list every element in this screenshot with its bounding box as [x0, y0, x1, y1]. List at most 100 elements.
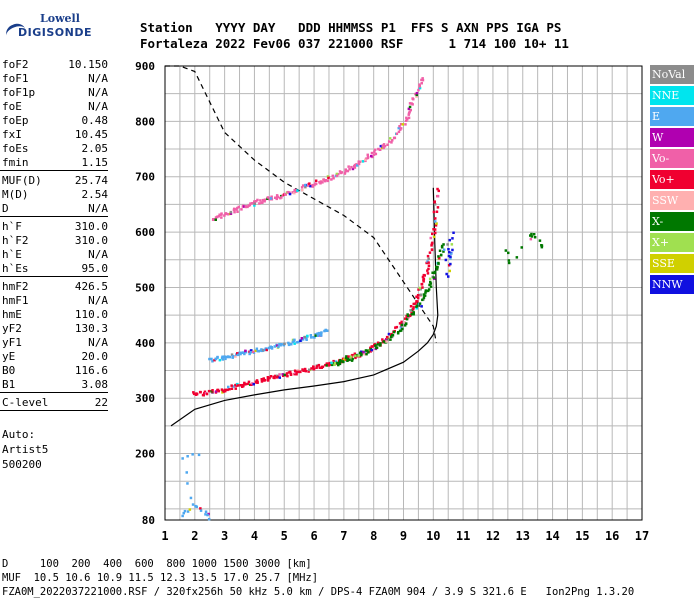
trace-point — [235, 208, 238, 211]
trace-point — [229, 210, 233, 214]
trace-point — [248, 350, 251, 354]
trace-point — [314, 333, 317, 336]
param-label: foEp — [2, 114, 29, 127]
trace-point — [330, 178, 333, 181]
param-value: 3.08 — [81, 378, 109, 391]
param-label: B1 — [2, 378, 16, 391]
trace-point — [351, 357, 354, 361]
trace-point — [293, 338, 296, 342]
trace-point — [436, 195, 440, 198]
trace-point — [277, 345, 280, 349]
trace-point — [448, 251, 451, 254]
trace-point — [211, 389, 214, 392]
trace-point — [278, 373, 281, 376]
trace-point — [433, 200, 436, 203]
trace-point — [381, 338, 384, 341]
param-value: 110.0 — [74, 308, 108, 321]
legend-item: NNE — [650, 86, 694, 105]
trace-point — [357, 162, 361, 166]
y-tick-label: 80 — [142, 514, 155, 527]
param-label: foF1p — [2, 86, 36, 99]
trace-point — [429, 285, 433, 288]
y-tick-label: 900 — [135, 60, 155, 73]
trace-point — [221, 356, 224, 360]
trace-point — [427, 257, 430, 261]
trace-point — [315, 365, 319, 368]
trace-point — [346, 357, 350, 361]
trace-point — [355, 353, 358, 357]
trace-point — [381, 144, 384, 147]
trace-point — [414, 92, 417, 96]
trace-point — [399, 326, 403, 329]
trace-point — [351, 167, 355, 171]
trace-point — [239, 384, 242, 387]
param-label: MUF(D) — [2, 174, 42, 187]
x-tick-label: 8 — [370, 529, 377, 543]
trace-point — [307, 370, 310, 373]
x-tick-label: 13 — [516, 529, 530, 543]
trace-point — [309, 334, 313, 337]
trace-point — [386, 143, 389, 146]
trace-point — [307, 184, 310, 187]
trace-point — [274, 196, 277, 199]
trace-point — [351, 353, 354, 357]
trace-point — [257, 350, 261, 353]
param-value: 0.48 — [81, 114, 109, 127]
trace-point — [226, 388, 229, 392]
legend-item: X- — [650, 212, 694, 231]
trace-point — [247, 204, 250, 207]
param-row: h`F 310.0 — [2, 220, 108, 234]
trace-point — [325, 362, 328, 365]
trace-point — [236, 384, 240, 387]
trace-point — [287, 191, 291, 194]
trace-point — [301, 338, 305, 341]
trace-point — [392, 136, 396, 140]
trace-point — [366, 153, 369, 157]
trace-point — [360, 353, 363, 357]
trace-point — [253, 202, 256, 205]
trace-point — [333, 363, 336, 366]
trace-point — [305, 337, 308, 340]
param-label: yE — [2, 350, 16, 363]
trace-point — [259, 199, 262, 202]
trace-point — [223, 355, 226, 358]
trace-point — [206, 513, 209, 517]
trace-point — [295, 370, 298, 374]
param-label: foF2 — [2, 58, 29, 71]
param-value: 10.45 — [74, 128, 108, 141]
trace-point — [385, 335, 389, 339]
trace-point — [246, 382, 249, 386]
trace-point — [249, 349, 253, 352]
param-row: hmE 110.0 — [2, 308, 108, 322]
trace-point — [321, 181, 324, 184]
trace-point — [312, 368, 316, 371]
trace-point — [345, 355, 348, 358]
trace-point — [391, 333, 394, 337]
trace-point — [348, 358, 351, 361]
trace-point — [319, 182, 322, 185]
trace-point — [420, 78, 423, 82]
trace-point — [401, 327, 404, 331]
trace-point — [255, 379, 259, 382]
trace-point — [353, 166, 357, 169]
trace-point — [214, 218, 217, 221]
param-label: D — [2, 202, 9, 215]
trace-point — [304, 183, 307, 187]
trace-point — [291, 191, 294, 194]
x-tick-label: 6 — [310, 529, 317, 543]
trace-point — [416, 300, 419, 303]
trace-point — [337, 173, 340, 176]
y-tick-label: 300 — [135, 392, 155, 405]
trace-point — [195, 392, 198, 395]
trace-point — [217, 215, 221, 218]
trace-point — [322, 178, 325, 181]
trace-point — [377, 147, 380, 151]
trace-point — [236, 206, 239, 210]
trace-point — [280, 194, 283, 198]
legend-item: SSE — [650, 254, 694, 273]
trace-point — [358, 351, 362, 355]
trace-point — [293, 369, 297, 372]
trace-point — [227, 213, 230, 216]
trace-point — [314, 182, 317, 185]
trace-point — [233, 208, 236, 211]
